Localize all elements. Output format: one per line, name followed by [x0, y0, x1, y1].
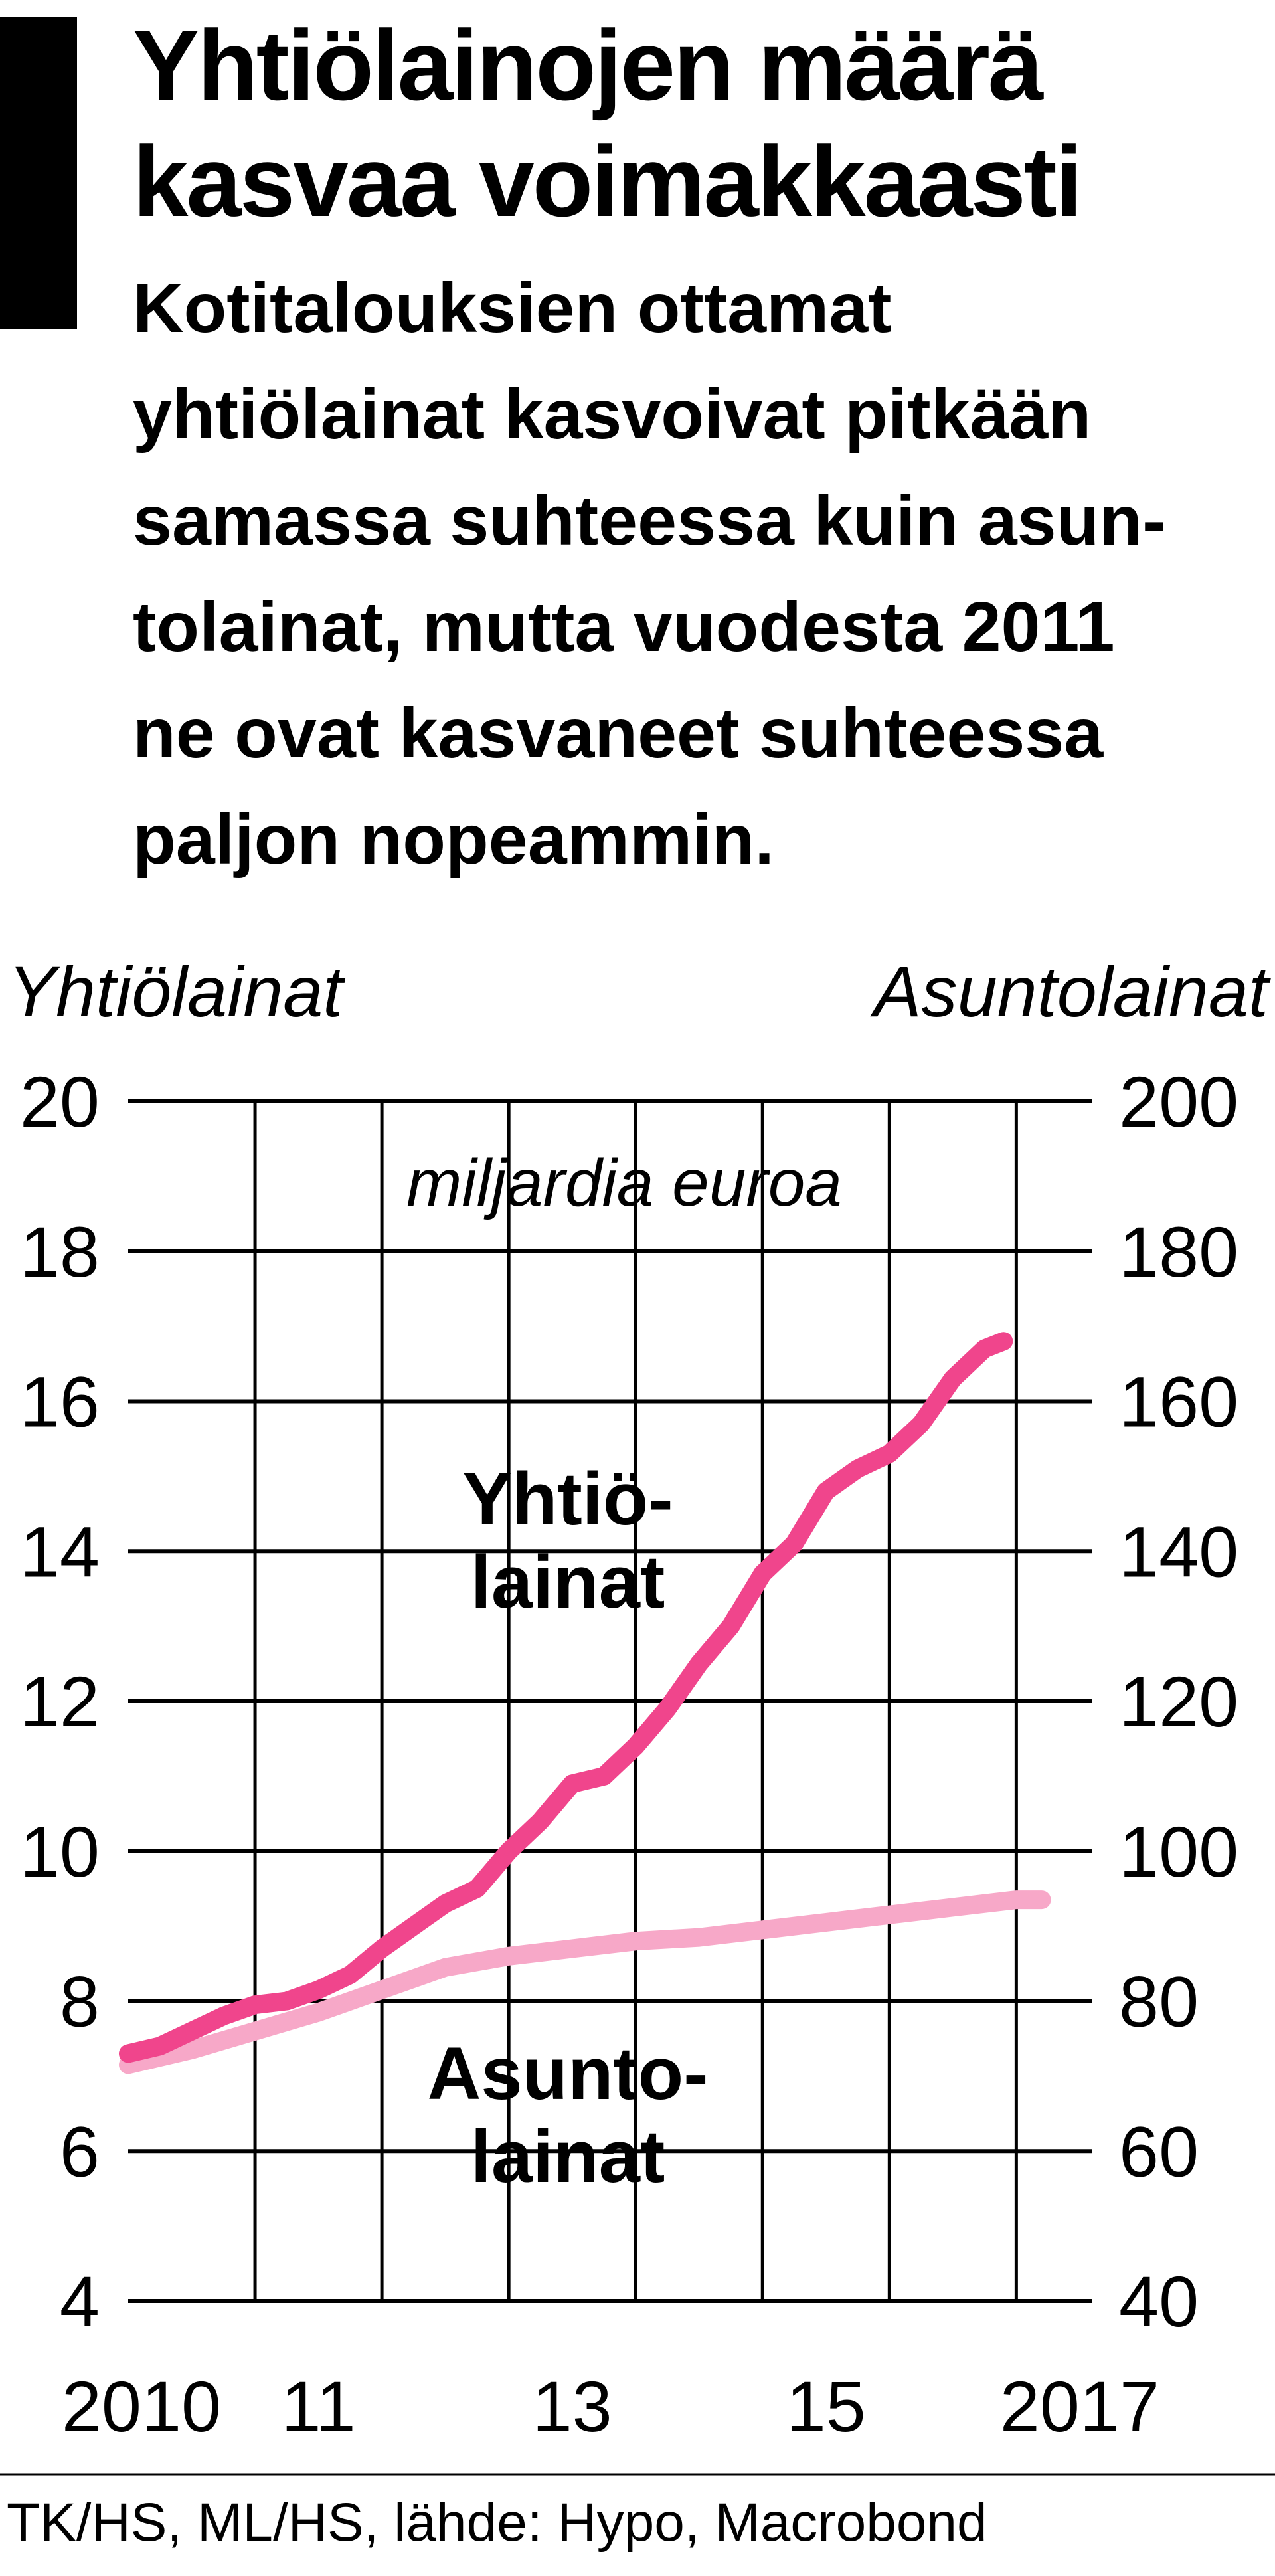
series-label: Asunto-: [427, 2032, 708, 2115]
y-tick-label: 8: [60, 1962, 100, 2042]
subtitle: ne ovat kasvaneet suhteessa: [133, 694, 1104, 773]
x-tick-label: 2017: [1000, 2366, 1159, 2446]
y-tick-label: 14: [20, 1511, 100, 1592]
chart-title: kasvaa voimakkaasti: [133, 126, 1080, 237]
y2-tick-label: 40: [1119, 2261, 1199, 2342]
series-label: lainat: [471, 2115, 665, 2198]
title-bar: [0, 17, 77, 329]
y-tick-label: 6: [60, 2111, 100, 2191]
y2-tick-label: 160: [1119, 1362, 1238, 1442]
y2-axis-label: Asuntolainat: [870, 951, 1271, 1032]
y2-tick-label: 120: [1119, 1661, 1238, 1742]
y2-tick-label: 180: [1119, 1212, 1238, 1292]
x-tick-label: 11: [282, 2366, 356, 2446]
subtitle: paljon nopeammin.: [133, 800, 774, 879]
series-label: Yhtiö-: [462, 1457, 673, 1540]
x-tick-label: 13: [533, 2366, 612, 2446]
y2-tick-label: 80: [1119, 1962, 1199, 2042]
series-line: [119, 1890, 1051, 2074]
y-tick-label: 12: [20, 1661, 100, 1742]
series-label: lainat: [471, 1540, 665, 1623]
subtitle: Kotitalouksien ottamat: [133, 269, 892, 347]
x-tick-label: 15: [786, 2366, 866, 2446]
y2-tick-label: 140: [1119, 1511, 1238, 1592]
unit-label: miljardia euroa: [406, 1146, 842, 1220]
x-tick-label: 2010: [62, 2366, 221, 2446]
y2-tick-label: 100: [1119, 1811, 1238, 1892]
y-tick-label: 16: [20, 1362, 100, 1442]
source: TK/HS, ML/HS, lähde: Hypo, Macrobond: [7, 2492, 987, 2553]
subtitle: tolainat, mutta vuodesta 2011: [133, 588, 1115, 666]
y2-tick-label: 200: [1119, 1061, 1238, 1142]
chart-title: Yhtiölainojen määrä: [133, 9, 1044, 121]
series-line: [119, 1332, 1013, 2063]
y2-tick-label: 60: [1119, 2111, 1199, 2191]
y-tick-label: 20: [20, 1061, 100, 1142]
y-axis-label: Yhtiölainat: [8, 951, 345, 1032]
subtitle: samassa suhteessa kuin asun-: [133, 482, 1165, 560]
y-tick-label: 18: [20, 1212, 100, 1292]
y-tick-label: 10: [20, 1811, 100, 1892]
y-tick-label: 4: [60, 2261, 100, 2342]
subtitle: yhtiölainat kasvoivat pitkään: [133, 375, 1091, 454]
